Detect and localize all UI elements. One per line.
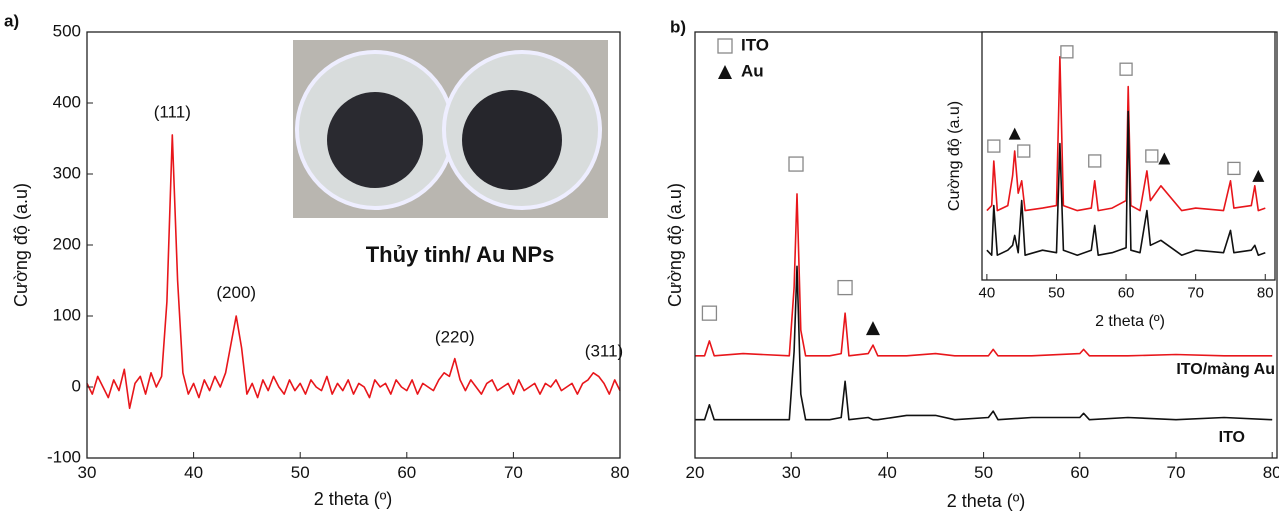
sample [462,90,562,190]
data-line [986,110,1266,256]
square-marker [1145,149,1159,163]
square-marker [1060,45,1074,59]
square-marker [701,305,718,321]
square-marker [1227,161,1241,176]
series-label: ITO/màng Au [1176,361,1275,378]
square-marker [717,38,733,54]
square-marker [1088,154,1102,168]
y-tick-label: 100 [53,305,81,324]
triangle-marker [1008,127,1021,140]
y-axis-label: Cường độ (a.u) [946,101,963,211]
peak-label: (220) [435,327,475,346]
sample [327,92,423,188]
x-tick-label: 70 [1167,463,1186,482]
x-axis-label: 2 theta (º) [947,491,1026,511]
data-line [695,193,1273,357]
series-label: ITO [1219,429,1245,446]
data-line [695,265,1273,421]
y-tick-label: 300 [53,163,81,182]
x-tick-label: 40 [878,463,897,482]
y-tick-label: 0 [72,376,81,395]
data-line [986,56,1266,212]
triangle-marker [1158,152,1171,165]
legend-label: Au [741,61,764,80]
x-tick-label: 30 [78,463,97,482]
triangle-marker [718,65,732,79]
panel-label: a) [4,11,19,30]
square-marker [1119,62,1133,76]
x-tick-label: 30 [782,463,801,482]
y-tick-label: 200 [53,234,81,253]
y-tick-label: 500 [53,21,81,40]
x-tick-label: 40 [184,463,203,482]
peak-label: (111) [154,102,191,121]
x-axis-label: 2 theta (º) [1095,313,1165,330]
square-marker [1017,144,1031,158]
square-marker [788,156,804,172]
y-axis-label: Cường độ (a.u) [665,183,685,307]
panel-label: b) [670,17,686,36]
peak-label: (200) [216,283,256,302]
triangle-marker [865,321,880,336]
x-tick-label: 60 [1118,284,1135,301]
x-tick-label: 60 [1070,463,1089,482]
y-tick-label: 400 [53,92,81,111]
square-marker [837,279,853,296]
y-tick-label: -100 [47,447,81,466]
x-tick-label: 40 [979,284,996,301]
x-tick-label: 50 [1048,284,1065,301]
photo-caption: Thủy tinh/ Au NPs [366,242,555,267]
peak-label: (311) [585,342,623,361]
legend-label: ITO [741,35,769,54]
x-tick-label: 50 [974,463,993,482]
x-tick-label: 20 [686,463,705,482]
x-tick-label: 60 [397,463,416,482]
x-tick-label: 80 [611,463,630,482]
x-tick-label: 50 [291,463,310,482]
photo [293,40,608,218]
square-marker [987,139,1001,153]
data-line [86,134,621,410]
y-axis-label: Cường độ (a.u) [11,183,31,307]
triangle-marker [1252,169,1265,182]
x-tick-label: 80 [1257,284,1274,301]
x-tick-label: 80 [1263,463,1279,482]
x-axis-label: 2 theta (º) [314,489,393,509]
x-tick-label: 70 [1187,284,1204,301]
x-tick-label: 70 [504,463,523,482]
plot-frame [981,31,1276,281]
